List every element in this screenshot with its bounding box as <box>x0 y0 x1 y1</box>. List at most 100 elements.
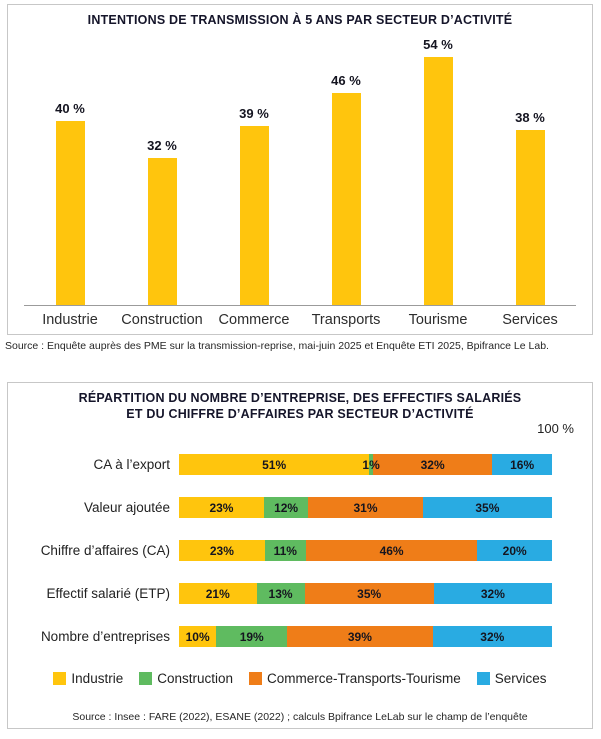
legend-item: Industrie <box>53 671 123 686</box>
segment-value-label: 12% <box>274 500 299 515</box>
legend-label: Industrie <box>71 671 124 686</box>
legend-item: Services <box>476 671 547 686</box>
category-label: Commerce <box>218 312 290 328</box>
bar-segment: 32% <box>432 626 552 647</box>
row-label: CA à l’export <box>93 457 170 472</box>
segment-value-label: 1% <box>362 457 380 472</box>
segment-value-label: 51% <box>262 457 287 472</box>
segment-value-label: 21% <box>205 586 230 601</box>
stacked-bar-row: Valeur ajoutée 23% 12% 31% 35% <box>18 486 552 529</box>
bar-value-label: 38 % <box>515 110 545 125</box>
chart1-source: Source : Enquête auprès des PME sur la t… <box>5 340 549 352</box>
chart-legend: Industrie Construction Commerce-Transports… <box>8 671 592 686</box>
bar-value-label: 39 % <box>239 106 269 121</box>
stacked-bar-row: CA à l’export 51% 1% 32% 16% <box>18 443 552 486</box>
segment-value-label: 35% <box>475 500 500 515</box>
bar-segment: 19% <box>216 626 288 647</box>
bar <box>423 57 453 305</box>
stacked-bar-track: 51% 1% 32% 16% <box>179 454 552 475</box>
bar-segment: 32% <box>372 454 493 475</box>
segment-value-label: 32% <box>480 586 505 601</box>
bar-column: 40 % <box>24 101 116 305</box>
chart2-title-line2: ET DU CHIFFRE D’AFFAIRES PAR SECTEUR D’A… <box>126 407 474 421</box>
bar-segment: 12% <box>263 497 309 518</box>
bar-segment: 35% <box>304 583 434 604</box>
row-label: Nombre d’entreprises <box>40 629 170 644</box>
bar-value-label: 54 % <box>423 37 453 52</box>
bar-value-label: 46 % <box>331 73 361 88</box>
bar-segment: 20% <box>477 540 552 561</box>
bar <box>515 130 545 305</box>
row-label: Effectif salarié (ETP) <box>46 586 170 601</box>
axis-max-label: 100 % <box>537 421 574 436</box>
segment-value-label: 11% <box>273 543 297 558</box>
stacked-bar-track: 23% 11% 46% 20% <box>179 540 552 561</box>
segment-value-label: 32% <box>480 629 505 644</box>
chart-panel-repartition-secteurs: RÉPARTITION DU NOMBRE D’ENTREPRISE, DES … <box>7 382 593 729</box>
legend-label: Services <box>494 671 547 686</box>
bar <box>331 93 361 305</box>
legend-item: Construction <box>139 671 233 686</box>
bar <box>55 121 85 305</box>
bar-column: 54 % <box>392 37 484 305</box>
segment-value-label: 35% <box>357 586 382 601</box>
bar-value-label: 32 % <box>147 138 177 153</box>
legend-label: Construction <box>157 671 233 686</box>
bar-column: 39 % <box>208 106 300 305</box>
bar-segment: 23% <box>179 540 265 561</box>
category-label: Construction <box>121 312 203 328</box>
row-label: Valeur ajoutée <box>83 500 170 515</box>
stacked-bar-track: 23% 12% 31% 35% <box>179 497 552 518</box>
stacked-bar-rows: CA à l’export 51% 1% 32% 16% Valeur ajoutée 23… <box>18 443 552 658</box>
bar-column: 38 % <box>484 110 576 305</box>
chart1-title: INTENTIONS DE TRANSMISSION À 5 ANS PAR S… <box>87 13 513 27</box>
bar-segment: 31% <box>308 497 423 518</box>
category-label: Services <box>502 312 558 328</box>
segment-value-label: 46% <box>379 543 404 558</box>
legend-swatch <box>139 672 153 685</box>
bar-segment: 32% <box>433 583 552 604</box>
category-label: Industrie <box>42 312 98 328</box>
segment-value-label: 16% <box>510 457 535 472</box>
segment-value-label: 32% <box>420 457 445 472</box>
bar-segment: 1% <box>362 454 380 475</box>
stacked-bar-row: Nombre d’entreprises 10% 19% 39% 32% <box>18 615 552 658</box>
bar <box>239 126 269 305</box>
segment-value-label: 23% <box>209 543 234 558</box>
bar-segment: 46% <box>305 540 478 561</box>
bar <box>147 158 177 305</box>
chart2-title-line1: RÉPARTITION DU NOMBRE D’ENTREPRISE, DES … <box>78 391 522 405</box>
segment-value-label: 10% <box>185 629 210 644</box>
bar-segment: 23% <box>179 497 264 518</box>
bar-column: 46 % <box>300 73 392 305</box>
bar-column: 32 % <box>116 138 208 305</box>
segment-value-label: 19% <box>239 629 264 644</box>
row-label: Chiffre d’affaires (CA) <box>40 543 170 558</box>
category-label: Tourisme <box>408 312 468 328</box>
stacked-bar-track: 21% 13% 35% 32% <box>179 583 552 604</box>
bar-value-label: 40 % <box>55 101 85 116</box>
legend-swatch <box>476 672 490 685</box>
bar-segment: 16% <box>492 454 552 475</box>
category-label: Transports <box>311 312 381 328</box>
bar-segment: 51% <box>179 454 370 475</box>
bar-segment: 39% <box>287 626 433 647</box>
segment-value-label: 20% <box>502 543 527 558</box>
legend-swatch <box>53 672 67 685</box>
bar-segment: 13% <box>256 583 305 604</box>
segment-value-label: 23% <box>209 500 234 515</box>
bar-chart-plot: 40 % 32 % 39 % 46 % 54 % 38 % <box>24 37 576 306</box>
segment-value-label: 31% <box>353 500 378 515</box>
bar-segment: 35% <box>422 497 552 518</box>
bar-segment: 10% <box>179 626 217 647</box>
stacked-bar-row: Chiffre d’affaires (CA) 23% 11% 46% 20% <box>18 529 552 572</box>
chart-panel-transmission-intentions: INTENTIONS DE TRANSMISSION À 5 ANS PAR S… <box>7 4 593 335</box>
stacked-bar-track: 10% 19% 39% 32% <box>179 626 552 647</box>
bar-segment: 11% <box>264 540 306 561</box>
stacked-bar-row: Effectif salarié (ETP) 21% 13% 35% 32% <box>18 572 552 615</box>
legend-item: Commerce-Transports-Tourisme <box>249 671 461 686</box>
legend-label: Commerce-Transports-Tourisme <box>267 671 461 686</box>
bar-segment: 21% <box>179 583 257 604</box>
legend-swatch <box>249 672 262 685</box>
chart2-source: Source : Insee : FARE (2022), ESANE (202… <box>72 711 528 723</box>
